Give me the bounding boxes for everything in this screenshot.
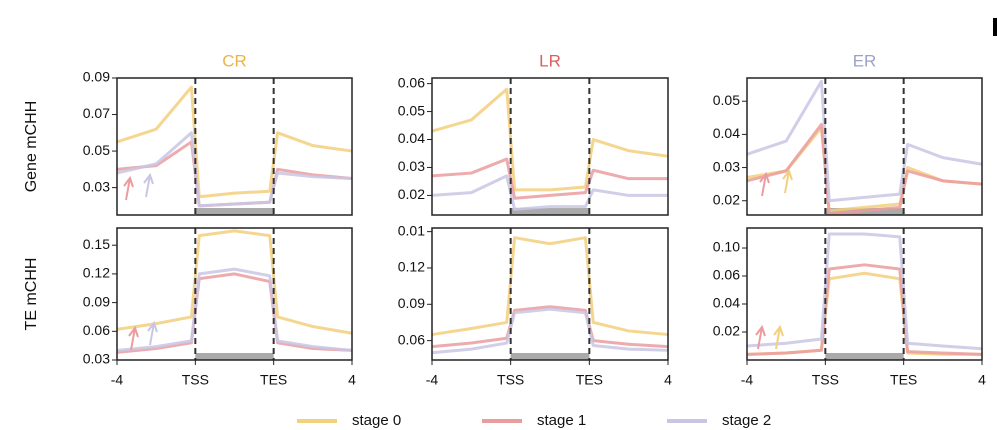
- y-tick-label: 0.03: [83, 351, 110, 367]
- y-tick-label: 0.03: [83, 178, 110, 194]
- series-line: [746, 232, 983, 351]
- arrow: [143, 172, 154, 198]
- x-tick-label: TSS: [812, 372, 839, 388]
- series-line: [746, 122, 983, 216]
- series-line: [116, 140, 353, 208]
- gene-body-bar: [825, 353, 904, 360]
- series-line: [431, 307, 669, 355]
- arrow: [755, 324, 766, 350]
- y-tick-label: 0.12: [83, 265, 110, 281]
- x-tick-label: -4: [741, 372, 754, 388]
- x-tick-label: TSS: [497, 372, 524, 388]
- y-tick-label: 0.04: [713, 125, 740, 141]
- series-line: [116, 267, 353, 352]
- series-line: [116, 85, 353, 199]
- y-tick-label: 0.09: [398, 295, 425, 311]
- panel-title: ER: [853, 51, 877, 70]
- series-line: [746, 79, 983, 203]
- y-tick-label: 0.05: [83, 142, 110, 158]
- y-axis-label: Gene mCHH: [23, 101, 40, 193]
- arrow: [147, 320, 158, 346]
- x-tick-label: 4: [664, 372, 672, 388]
- panel-frame: [431, 227, 669, 361]
- legend-label: stage 1: [537, 412, 586, 429]
- y-tick-label: 0.06: [713, 267, 740, 283]
- x-tick-label: -4: [111, 372, 124, 388]
- legend-label: stage 2: [722, 412, 771, 429]
- panel-frame: [746, 227, 983, 361]
- x-tick-label: TES: [576, 372, 603, 388]
- series-line: [116, 229, 353, 335]
- x-tick-label: TES: [890, 372, 917, 388]
- y-tick-label: 0.02: [398, 186, 425, 202]
- arrow: [773, 324, 784, 350]
- x-tick-label: TSS: [182, 372, 209, 388]
- series-line: [116, 272, 353, 354]
- panel-frame: [116, 77, 353, 216]
- y-tick-label: 0.09: [83, 69, 110, 85]
- arrow: [759, 171, 770, 197]
- panel-frame: [431, 77, 669, 216]
- x-tick-label: -4: [426, 372, 439, 388]
- y-tick-label: 0.09: [83, 293, 110, 309]
- panel-frame: [746, 77, 983, 216]
- arrow: [782, 168, 793, 194]
- series-line: [746, 263, 983, 356]
- x-tick-label: 4: [978, 372, 986, 388]
- series-line: [431, 157, 668, 200]
- series-line: [116, 131, 353, 208]
- arrow: [123, 175, 134, 201]
- series-line: [431, 87, 669, 192]
- series-line: [431, 236, 669, 337]
- y-tick-label: 0.15: [83, 236, 110, 252]
- y-tick-label: 0.06: [83, 322, 110, 338]
- edge-mark: [993, 18, 997, 36]
- legend-label: stage 0: [352, 412, 401, 429]
- y-tick-label: 0.05: [398, 102, 425, 118]
- y-tick-label: 0.04: [398, 130, 425, 146]
- y-tick-label: 0.01: [398, 222, 425, 238]
- y-tick-label: 0.06: [398, 331, 425, 347]
- panel-frame: [116, 227, 353, 361]
- y-tick-label: 0.07: [83, 105, 110, 121]
- series-line: [431, 174, 668, 211]
- series-line: [431, 305, 669, 349]
- y-tick-label: 0.10: [713, 239, 740, 255]
- x-tick-label: 4: [348, 372, 356, 388]
- y-tick-label: 0.02: [713, 323, 740, 339]
- panel-title: LR: [539, 51, 561, 70]
- y-tick-label: 0.05: [713, 92, 740, 108]
- x-tick-label: TES: [260, 372, 287, 388]
- y-tick-label: 0.06: [398, 74, 425, 90]
- gene-body-bar: [510, 208, 590, 215]
- y-tick-label: 0.03: [713, 158, 740, 174]
- gene-body-bar: [195, 208, 274, 215]
- y-tick-label: 0.12: [398, 259, 425, 275]
- y-tick-label: 0.03: [398, 158, 425, 174]
- y-tick-label: 0.02: [713, 191, 740, 207]
- y-axis-label: TE mCHH: [23, 258, 40, 331]
- arrow: [128, 325, 139, 351]
- gene-body-bar: [195, 353, 274, 360]
- gene-body-bar: [510, 353, 590, 360]
- panel-title: CR: [222, 51, 247, 70]
- y-tick-label: 0.04: [713, 295, 740, 311]
